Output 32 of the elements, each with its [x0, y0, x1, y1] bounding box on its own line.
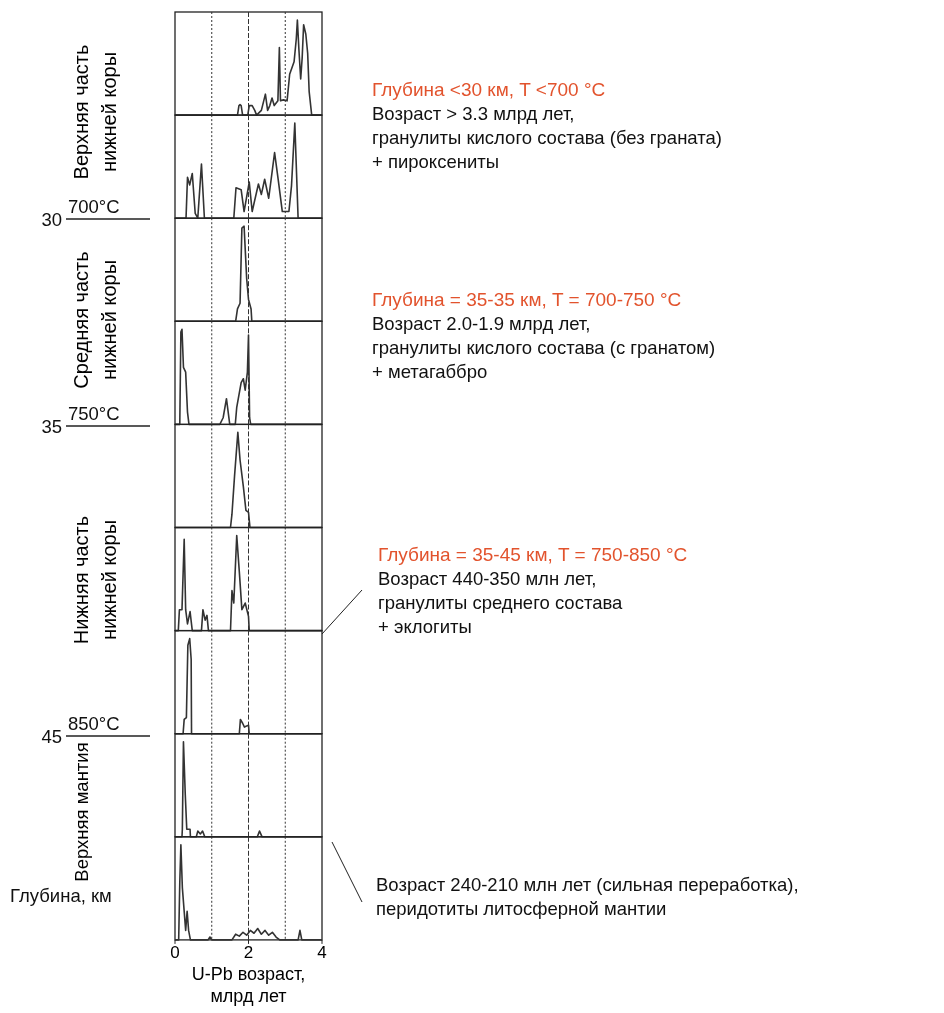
text: Средняя часть	[70, 251, 92, 389]
text: 750°C	[68, 403, 120, 424]
text: Возраст > 3.3 млрд лет,	[372, 103, 575, 124]
text: 850°C	[68, 713, 120, 734]
text: + эклогиты	[378, 616, 472, 637]
text: гранулиты кислого состава (без граната)	[372, 127, 722, 148]
text: + метагаббро	[372, 361, 488, 382]
text: + пироксениты	[372, 151, 500, 172]
text: Глубина, км	[10, 885, 112, 906]
text: Глубина <30 км, T <700 °C	[372, 79, 606, 100]
text: гранулиты кислого состава (с гранатом)	[372, 337, 716, 358]
text: нижней коры	[98, 259, 120, 381]
x-tick-label: 4	[317, 942, 327, 962]
text: Глубина = 35-35 км, T = 700-750 °C	[372, 289, 682, 310]
text: 45	[41, 726, 62, 747]
text: 35	[41, 416, 62, 437]
text: гранулиты среднего состава	[378, 592, 624, 613]
x-tick-label: 0	[170, 942, 180, 962]
text: Верхняя часть	[70, 44, 92, 180]
text: перидотиты литосферной мантии	[376, 898, 667, 919]
text: нижней коры	[98, 519, 120, 641]
text: Возраст 2.0-1.9 млрд лет,	[372, 313, 591, 334]
text: 700°C	[68, 196, 120, 217]
text: нижней коры	[98, 51, 120, 173]
x-tick-label: 2	[243, 942, 254, 962]
text: Возраст 240-210 млн лет (сильная переработка),	[376, 874, 799, 895]
x-axis-title: U-Pb возраст, млрд лет	[191, 963, 306, 1006]
text: Верхняя мантия	[71, 742, 92, 882]
text: Глубина = 35-45 км, T = 750-850 °C	[378, 544, 688, 565]
text: 30	[41, 209, 62, 230]
text: Нижняя часть	[70, 515, 92, 645]
text: Возраст 440-350 млн лет,	[378, 568, 597, 589]
